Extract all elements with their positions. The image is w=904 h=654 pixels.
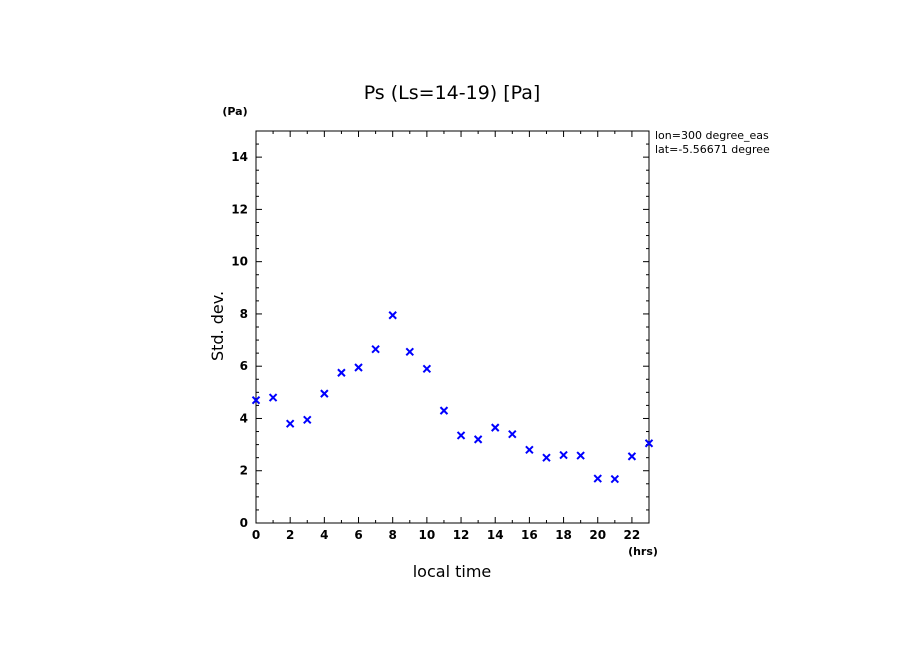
data-point — [593, 474, 602, 483]
data-point — [251, 395, 261, 405]
data-points — [251, 311, 654, 484]
marker-stroke — [337, 368, 346, 377]
x-tick-label: 0 — [252, 528, 260, 542]
marker-stroke — [627, 452, 637, 461]
data-point — [644, 439, 654, 448]
marker-stroke — [439, 406, 449, 415]
chart-title: Ps (Ls=14-19) [Pa] — [364, 82, 541, 104]
marker-stroke — [542, 453, 551, 462]
x-tick-label: 6 — [354, 528, 362, 542]
data-point — [405, 347, 414, 357]
x-tick-label: 16 — [521, 528, 538, 542]
y-tick-label: 2 — [240, 464, 248, 478]
marker-stroke — [422, 364, 432, 374]
x-axis-label: local time — [413, 562, 492, 581]
marker-stroke — [525, 445, 534, 455]
marker-stroke — [610, 474, 620, 484]
plot-frame — [255, 130, 650, 524]
data-point — [337, 368, 346, 377]
data-point — [439, 406, 449, 415]
y-unit-label: (Pa) — [222, 105, 247, 118]
data-point — [627, 452, 637, 461]
y-tick-label: 8 — [240, 307, 248, 321]
data-point — [456, 431, 466, 440]
marker-stroke — [354, 363, 363, 372]
annotation-lat: lat=-5.56671 degree — [655, 143, 770, 156]
x-tick-label: 20 — [589, 528, 606, 542]
marker-stroke — [576, 451, 585, 460]
marker-stroke — [285, 419, 295, 428]
data-point — [388, 311, 397, 320]
y-tick-label: 4 — [240, 411, 248, 425]
marker-stroke — [559, 450, 568, 460]
y-axis-label: Std. dev. — [208, 291, 227, 361]
axis-ticks — [255, 130, 650, 524]
marker-stroke — [644, 439, 654, 448]
marker-stroke — [320, 389, 329, 398]
data-point — [473, 435, 483, 444]
marker-stroke — [508, 429, 517, 439]
marker-stroke — [473, 435, 483, 444]
x-tick-label: 12 — [453, 528, 470, 542]
x-tick-label: 22 — [624, 528, 641, 542]
x-tick-label: 10 — [419, 528, 436, 542]
data-point — [559, 450, 568, 460]
annotation-lon: lon=300 degree_eas — [655, 129, 769, 142]
marker-stroke — [593, 474, 602, 483]
x-tick-label: 2 — [286, 528, 294, 542]
data-point — [303, 415, 312, 424]
data-point — [610, 474, 620, 484]
data-point — [542, 453, 551, 462]
x-tick-label: 8 — [389, 528, 397, 542]
data-point — [320, 389, 329, 398]
y-tick-label: 14 — [231, 150, 248, 164]
data-point — [422, 364, 432, 374]
y-tick-label: 12 — [231, 202, 248, 216]
marker-stroke — [251, 395, 261, 405]
marker-stroke — [405, 347, 414, 357]
marker-stroke — [268, 393, 278, 402]
data-point — [354, 363, 363, 372]
data-point — [525, 445, 534, 455]
y-tick-label: 6 — [240, 359, 248, 373]
marker-stroke — [388, 311, 397, 320]
marker-stroke — [371, 345, 380, 354]
data-point — [371, 345, 380, 354]
x-unit-label: (hrs) — [628, 545, 658, 558]
y-tick-label: 10 — [231, 255, 248, 269]
data-point — [268, 393, 278, 402]
data-point — [576, 451, 585, 460]
marker-stroke — [491, 423, 500, 432]
data-point — [508, 429, 517, 439]
x-tick-label: 4 — [320, 528, 328, 542]
data-point — [491, 423, 500, 432]
x-tick-label: 14 — [487, 528, 504, 542]
y-tick-label: 0 — [240, 516, 248, 530]
marker-stroke — [303, 415, 312, 424]
marker-stroke — [456, 431, 466, 440]
axis-tick-labels: 0 2 4 6 8 10 12 14 16 18 20 22 0 2 4 6 8 10 12 14 — [231, 150, 640, 542]
x-tick-label: 18 — [555, 528, 572, 542]
data-point — [285, 419, 295, 428]
